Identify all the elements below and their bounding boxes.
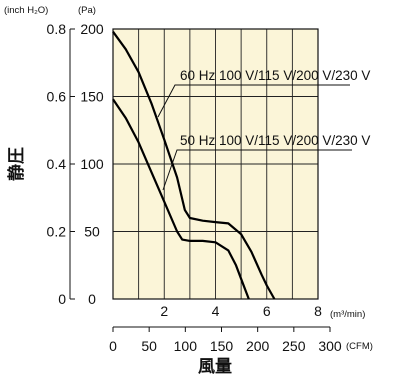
x-secondary-tick-label: 100 <box>174 338 198 354</box>
series-line-1 <box>112 98 250 300</box>
x-secondary-tick-label: 200 <box>246 338 270 354</box>
x-secondary-tick-label: 0 <box>109 338 117 354</box>
y-tick-label: 150 <box>80 89 104 105</box>
y-axis-title: 静圧 <box>6 147 26 181</box>
series-label-60hz: 60 Hz 100 V/115 V/200 V/230 V <box>180 68 370 83</box>
x-secondary-tick-label: 50 <box>141 338 157 354</box>
y-unit-inch: (inch H₂O) <box>4 5 48 16</box>
y-secondary-tick-label: 0.8 <box>47 21 67 37</box>
x-secondary-tick-label: 250 <box>282 338 306 354</box>
x-axis-title: 風量 <box>198 356 232 376</box>
y-unit-pa: (Pa) <box>78 5 96 16</box>
x-ticks: 2 4 6 8 <box>160 303 322 319</box>
x-tick-label: 8 <box>314 303 322 319</box>
series-line-0 <box>112 31 276 300</box>
x-tick-label: 4 <box>212 303 220 319</box>
x-tick-label: 2 <box>160 303 168 319</box>
leader-60hz <box>157 84 350 118</box>
y-tick-label: 50 <box>84 224 100 240</box>
y-secondary-tick-label: 0.2 <box>47 224 67 240</box>
x-secondary-tick-label: 300 <box>318 338 342 354</box>
x-tick-label: 6 <box>263 303 271 319</box>
y-tick-label: 200 <box>80 21 104 37</box>
y-secondary-tick-label: 0.4 <box>47 156 67 172</box>
x-secondary-ticks: 0 50 100 150 200 250 300 <box>109 327 342 354</box>
x-secondary-tick-label: 150 <box>210 338 234 354</box>
series-lines <box>112 31 276 300</box>
y-tick-label: 0 <box>88 291 96 307</box>
plot-frame <box>112 28 319 300</box>
leader-50hz <box>162 149 352 191</box>
y-tick-label: 100 <box>80 156 104 172</box>
x-unit-m3: (m³/min) <box>330 309 365 320</box>
series-label-50hz: 50 Hz 100 V/115 V/200 V/230 V <box>180 133 370 148</box>
y-secondary-tick-label: 0 <box>58 291 66 307</box>
x-unit-cfm: (CFM) <box>346 341 373 352</box>
y-secondary-tick-label: 0.6 <box>47 89 67 105</box>
y-ticks: 0 50 100 150 200 0 0.2 0.4 0.6 0.8 <box>47 21 104 307</box>
